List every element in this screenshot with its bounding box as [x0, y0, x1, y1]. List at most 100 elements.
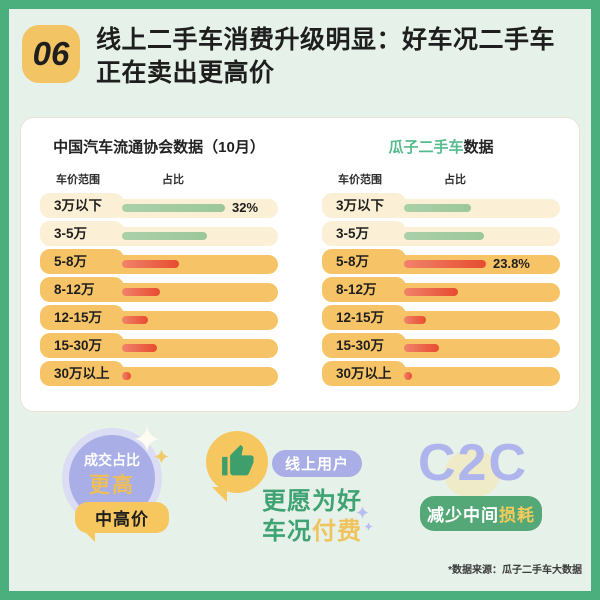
chart-title: 瓜子二手车数据: [322, 136, 560, 156]
row-track: [392, 311, 560, 330]
price-range-header: 车价范围: [56, 174, 100, 186]
value-bar: [122, 288, 160, 296]
chart-row: 30万以上: [322, 361, 560, 386]
mid-high-price-tag: 中高价: [75, 502, 169, 533]
loss-text: 损耗: [499, 506, 535, 525]
value-bar: [122, 260, 179, 268]
price-range-label: 12-15万: [54, 310, 103, 325]
price-range-label: 15-30万: [336, 338, 385, 353]
row-track: [110, 255, 278, 274]
page-title: 线上二手车消费升级明显：好车况二手车正在卖出更高价: [96, 26, 556, 87]
chart-row: 5-8万 23.8%: [322, 249, 560, 274]
bubble-tail: [212, 487, 227, 502]
row-label-tab: [40, 361, 124, 386]
reduce-loss-pill: 减少中间 损耗: [420, 496, 542, 531]
chart-row: 3万以下 32%: [40, 193, 278, 218]
row-label-tab: [322, 333, 406, 358]
row-label-tab: [40, 305, 124, 330]
price-range-label: 30万以上: [54, 366, 110, 381]
chart-row: 8-12万: [322, 277, 560, 302]
row-track: [392, 199, 560, 218]
pay-text: 付费: [312, 518, 362, 545]
value-label: 23.8%: [493, 256, 530, 271]
chart-column-headers: 车价范围 占比: [40, 171, 278, 186]
value-bar: [404, 260, 486, 268]
price-range-header: 车价范围: [338, 174, 382, 186]
value-bar: [404, 204, 471, 212]
value-bar: [122, 316, 148, 324]
value-bar: [122, 344, 157, 352]
price-range-label: 5-8万: [54, 254, 88, 269]
willing-to-pay-line1: 更愿为好: [262, 488, 362, 515]
chart-title-text: 数据: [463, 139, 494, 156]
chart-row: 3万以下: [322, 193, 560, 218]
sparkle-icon: [364, 522, 373, 531]
row-track: [110, 283, 278, 302]
thumbs-up-icon: [222, 444, 254, 476]
value-bar: [122, 204, 225, 212]
tag-tail: [84, 531, 95, 542]
sparkle-icon: [134, 426, 160, 452]
chart-row: 12-15万: [40, 305, 278, 330]
price-range-label: 3万以下: [336, 198, 385, 213]
price-range-label: 3-5万: [336, 226, 370, 241]
row-track: [392, 283, 560, 302]
row-label-tab: [322, 361, 406, 386]
row-label-tab: [40, 277, 124, 302]
chart-row: 5-8万: [40, 249, 278, 274]
row-track: [110, 339, 278, 358]
chart-row: 3-5万: [40, 221, 278, 246]
row-label-tab: [322, 277, 406, 302]
row-label-tab: [322, 221, 406, 246]
condition-text: 车况: [262, 518, 312, 545]
reduce-middle-text: 减少中间: [427, 506, 499, 525]
value-bar: [404, 288, 458, 296]
value-bar: [404, 316, 426, 324]
row-label-tab: [322, 305, 406, 330]
row-track: [110, 367, 278, 386]
row-label-tab: [40, 249, 124, 274]
deal-share-higher-label: 更高: [89, 474, 135, 497]
willing-to-pay-line2: 车况付费: [262, 511, 362, 546]
chart-row: 3-5万: [322, 221, 560, 246]
price-range-label: 12-15万: [336, 310, 385, 325]
deal-share-label: 成交占比: [84, 452, 140, 468]
chart-rows: 3万以下 32% 3-5万 5-8万 8-12万 12-15万 15-30万 30万以上: [40, 193, 278, 386]
chart-row: 12-15万: [322, 305, 560, 330]
chart-guazi: 瓜子二手车数据 车价范围 占比 3万以下 3-5万 5-8万 23.8% 8-12万 12…: [322, 136, 560, 389]
value-label: 32%: [232, 200, 259, 215]
chart-title-text: 中国汽车流通协会数据（10月）: [53, 139, 265, 156]
chart-row: 15-30万: [40, 333, 278, 358]
chart-association: 中国汽车流通协会数据（10月） 车价范围 占比 3万以下 32% 3-5万 5-8万 8…: [40, 136, 278, 389]
value-bar: [404, 344, 439, 352]
chart-row: 30万以上: [40, 361, 278, 386]
row-label-tab: [322, 193, 406, 218]
value-bar: [404, 232, 484, 240]
c2c-text: C2C: [417, 434, 529, 492]
price-range-label: 3万以下: [54, 198, 103, 213]
price-range-label: 30万以上: [336, 366, 392, 381]
row-track: [110, 311, 278, 330]
share-header: 占比: [162, 174, 184, 186]
value-bar: [404, 372, 412, 380]
price-range-label: 15-30万: [54, 338, 103, 353]
price-range-label: 5-8万: [336, 254, 370, 269]
row-label-tab: [322, 249, 406, 274]
chart-column-headers: 车价范围 占比: [322, 171, 560, 186]
sparkle-icon: [154, 449, 169, 464]
row-track: [392, 367, 560, 386]
online-user-pill: 线上用户: [272, 450, 362, 477]
row-label-tab: [40, 221, 124, 246]
row-label-tab: [40, 333, 124, 358]
chart-title: 中国汽车流通协会数据（10月）: [40, 136, 278, 156]
c2c-backdrop-blob: [444, 450, 500, 498]
value-bar: [122, 232, 207, 240]
chart-title-accent: 瓜子二手车: [388, 139, 464, 156]
sparkle-icon: [356, 506, 369, 519]
value-bar: [122, 372, 131, 380]
row-track: [392, 339, 560, 358]
price-range-label: 3-5万: [54, 226, 88, 241]
section-number-badge: 06: [22, 25, 80, 83]
price-range-label: 8-12万: [336, 282, 377, 297]
